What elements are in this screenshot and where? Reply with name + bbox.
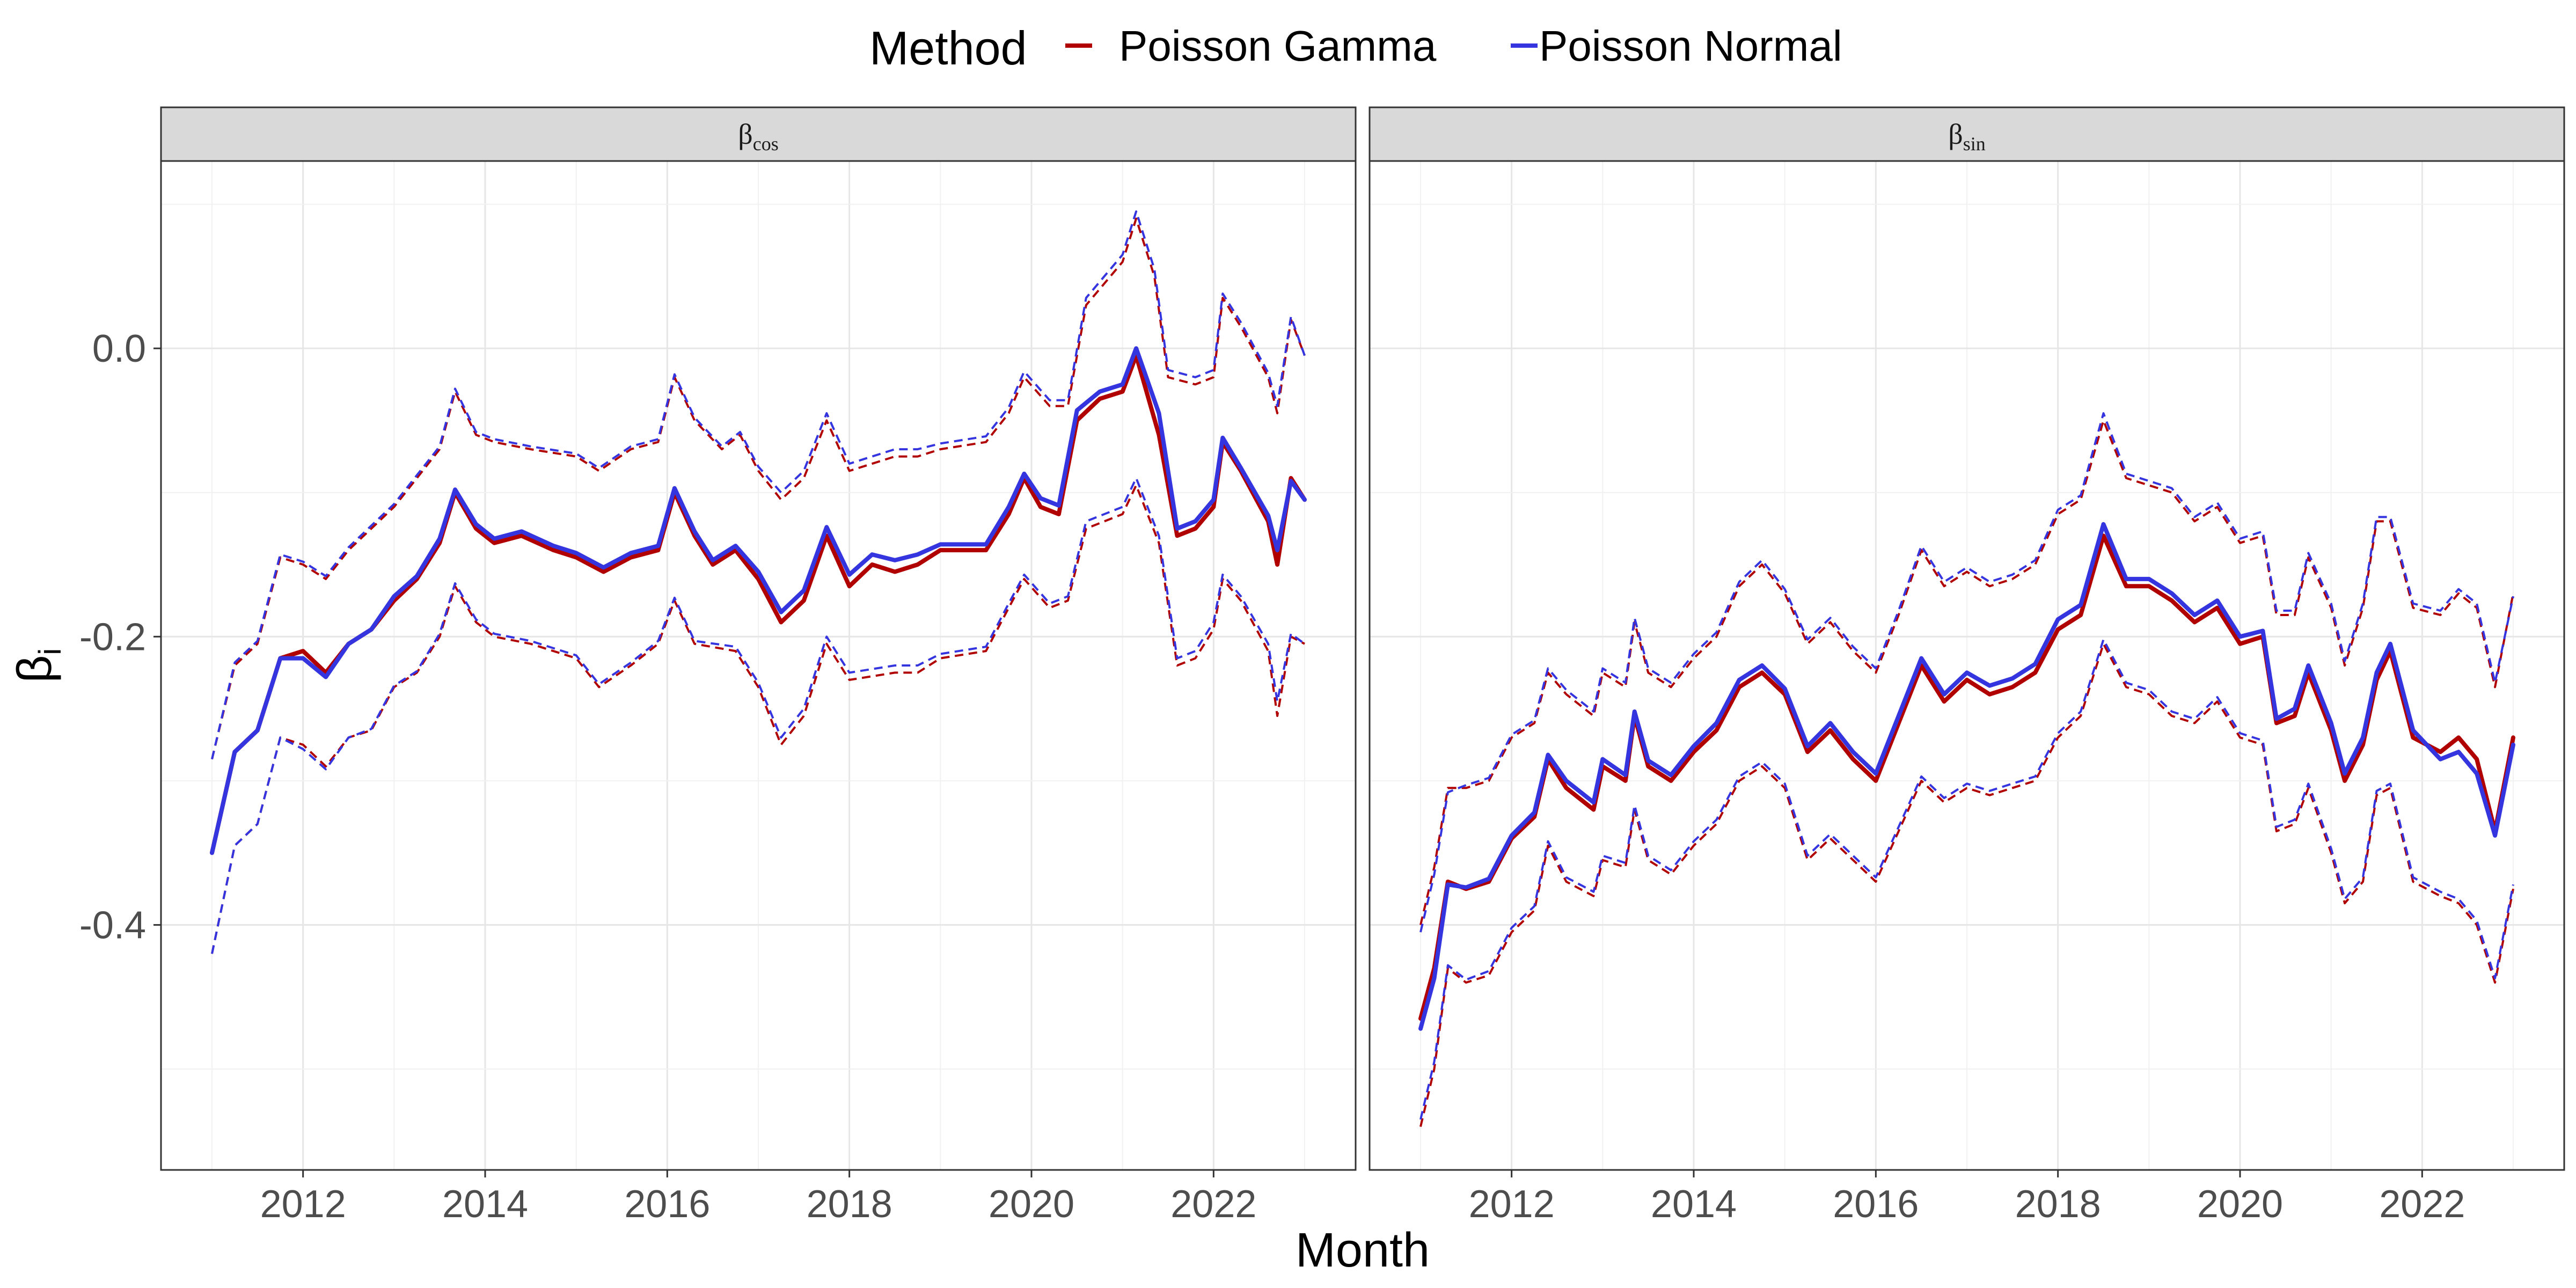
panel-series [1418, 412, 2515, 1127]
legend: Method Poisson Gamma Poisson Normal [869, 21, 1842, 75]
x-tick-label: 2022 [1170, 1183, 1256, 1226]
panel-grid [161, 161, 1356, 1170]
panel-beta-cos: βcos 2012 2014 2016 2018 2020 2022 [160, 106, 1357, 1226]
series-poisson-normal-lower-bound [1419, 638, 2514, 1120]
series-poisson-normal-lower-bound [211, 477, 1306, 954]
x-tick-label: 2020 [989, 1183, 1074, 1226]
panel-beta-sin: βsin 2012 2014 2016 2018 2020 2022 [1368, 106, 2565, 1226]
series-poisson-normal-upper-bound [211, 210, 1306, 760]
strip-label-beta-sin: βsin [1948, 118, 1986, 155]
panel-border [1368, 160, 2565, 1171]
y-axis-title: βi [8, 648, 68, 683]
y-tick-label: 0.0 [92, 327, 146, 370]
panel-series [210, 210, 1307, 954]
x-axis-ticks: 2012 2014 2016 2018 2020 2022 [1469, 1170, 2465, 1226]
legend-label-poisson-gamma: Poisson Gamma [1119, 22, 1437, 70]
series-poisson-gamma-estimate [210, 353, 1307, 855]
x-tick-label: 2022 [2379, 1183, 2465, 1226]
x-axis-ticks: 2012 2014 2016 2018 2020 2022 [260, 1170, 1256, 1226]
legend-label-poisson-normal: Poisson Normal [1539, 22, 1842, 70]
x-tick-label: 2016 [1833, 1183, 1919, 1226]
strip-beta-sin [1368, 106, 2565, 162]
y-axis-ticks: 0.0 -0.2 -0.4 [79, 327, 161, 947]
x-tick-label: 2020 [2197, 1183, 2283, 1226]
panel-border [160, 160, 1357, 1171]
legend-title: Method [869, 21, 1027, 75]
x-tick-label: 2012 [260, 1183, 346, 1226]
series-poisson-gamma-lower-bound [1419, 642, 2514, 1127]
x-tick-label: 2018 [807, 1183, 892, 1226]
x-tick-label: 2016 [624, 1183, 710, 1226]
series-poisson-gamma-estimate [1418, 533, 2515, 1021]
strip-beta-cos [160, 106, 1357, 162]
series-poisson-normal-estimate [210, 346, 1307, 855]
series-poisson-gamma-lower-bound [211, 484, 1305, 954]
series-poisson-gamma-upper-bound [1419, 419, 2514, 925]
series-poisson-normal-estimate [1418, 522, 2515, 1031]
series-poisson-gamma-upper-bound [211, 217, 1306, 760]
y-tick-label: -0.4 [79, 904, 146, 947]
x-tick-label: 2014 [1651, 1183, 1737, 1226]
series-poisson-normal-upper-bound [1419, 412, 2514, 933]
x-tick-label: 2014 [442, 1183, 528, 1226]
panel-grid [1370, 161, 2564, 1170]
x-tick-label: 2012 [1469, 1183, 1555, 1226]
y-tick-label: -0.2 [79, 616, 146, 658]
x-tick-label: 2018 [2015, 1183, 2101, 1226]
x-axis-title: Month [1296, 1224, 1430, 1277]
strip-label-beta-cos: βcos [738, 118, 778, 155]
